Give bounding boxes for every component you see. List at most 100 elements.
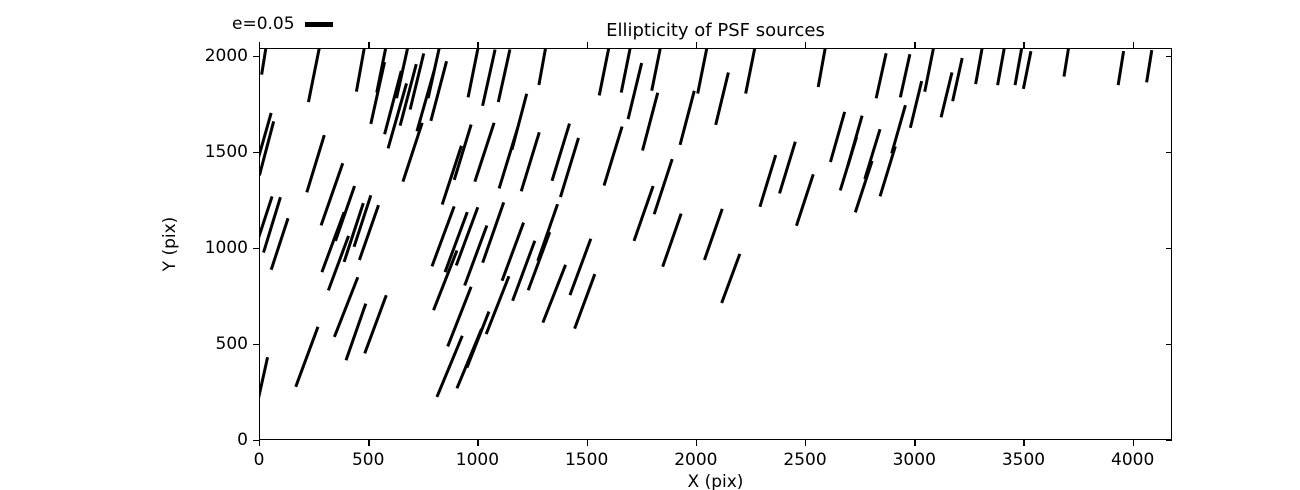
x-tick-mark-top (368, 42, 370, 48)
x-tick-label: 500 (351, 450, 385, 470)
plot-area (259, 48, 1172, 440)
psf-ellipticity-stick (573, 273, 597, 330)
y-tick-label: 0 (237, 430, 248, 450)
psf-ellipticity-stick (454, 206, 480, 266)
psf-ellipticity-stick (352, 194, 373, 248)
psf-ellipticity-stick (602, 126, 624, 187)
y-tick-mark-right (1166, 440, 1172, 442)
stick-field (260, 49, 1154, 399)
psf-ellipticity-stick (260, 112, 273, 158)
psf-ellipticity-stick (996, 49, 1006, 86)
psf-ellipticity-stick (269, 217, 290, 271)
psf-ellipticity-stick (429, 60, 449, 122)
psf-ellipticity-stick (500, 222, 525, 282)
psf-ellipticity-stick (426, 49, 441, 99)
psf-ellipticity-stick (650, 49, 662, 91)
psf-ellipticity-stick (319, 162, 345, 226)
psf-ellipticity-stick (440, 145, 463, 206)
y-tick-label: 1000 (204, 237, 248, 258)
legend-entry-label: e=0.05 (232, 13, 295, 34)
psf-ellipticity-stick (260, 196, 274, 239)
x-tick-mark (368, 440, 370, 446)
x-tick-mark-top (914, 42, 916, 48)
psf-ellipticity-stick (878, 145, 897, 197)
psf-ellipticity-stick (597, 49, 611, 96)
x-tick-mark (695, 440, 698, 446)
x-tick-mark-top (259, 42, 261, 48)
psf-ellipticity-stick (714, 72, 730, 126)
x-tick-label: 4000 (1111, 450, 1155, 470)
x-tick-mark (914, 440, 916, 446)
psf-ellipticity-stick (939, 72, 954, 118)
y-tick-label: 500 (215, 333, 248, 354)
x-tick-label: 2500 (783, 450, 827, 470)
psf-ellipticity-stick (632, 185, 655, 242)
psf-ellipticity-stick (1145, 49, 1154, 83)
psf-ellipticity-stick (537, 49, 547, 86)
psf-ellipticity-stick (951, 57, 964, 102)
psf-ellipticity-stick (661, 213, 683, 268)
psf-ellipticity-stick (550, 123, 571, 182)
psf-ellipticity-stick (1013, 49, 1024, 86)
psf-ellipticity-stick (465, 311, 491, 369)
psf-ellipticity-stick (463, 224, 489, 286)
psf-ellipticity-stick (386, 83, 408, 149)
psf-ellipticity-stick (484, 275, 511, 335)
psf-ellipticity-stick (326, 235, 350, 291)
psf-ellipticity-stick (1116, 50, 1126, 86)
y-tick-label: 1500 (204, 141, 248, 162)
psf-ellipticity-stick (357, 204, 380, 261)
y-tick-mark (253, 440, 259, 442)
x-tick-mark-top (805, 42, 807, 48)
page-title: Ellipticity of PSF sources (606, 20, 825, 41)
y-tick-mark-right (1166, 151, 1172, 154)
x-tick-label: 1000 (455, 450, 500, 470)
psf-ellipticity-stick (559, 137, 580, 198)
psf-ellipticity-stick (863, 128, 882, 180)
psf-ellipticity-stick (262, 196, 282, 254)
psf-ellipticity-stick (401, 122, 424, 183)
psf-ellipticity-stick (778, 141, 797, 194)
psf-ellipticity-stick (432, 249, 459, 311)
psf-ellipticity-stick (795, 173, 815, 227)
psf-ellipticity-stick (435, 335, 464, 398)
y-tick-mark (253, 247, 259, 250)
psf-ellipticity-stick (816, 49, 827, 88)
psf-ellipticity-stick (408, 53, 426, 110)
psf-ellipticity-stick (332, 276, 360, 338)
x-tick-mark (259, 440, 261, 446)
psf-ellipticity-stick (375, 49, 388, 93)
psf-ellipticity-stick (874, 52, 888, 99)
x-tick-mark-top (1023, 42, 1025, 48)
psf-ellipticity-stick (260, 356, 270, 399)
x-tick-mark-top (695, 42, 698, 48)
psf-ellipticity-stick (473, 122, 496, 183)
psf-ellipticity-stick (1021, 50, 1033, 90)
psf-ellipticity-stick (354, 49, 366, 92)
x-tick-label: 1500 (564, 450, 609, 470)
psf-ellipticity-stick (481, 201, 506, 264)
y-tick-mark (253, 151, 259, 154)
x-tick-mark (586, 440, 589, 446)
psf-ellipticity-stick (828, 111, 847, 163)
x-tick-mark-top (1132, 42, 1135, 48)
psf-ellipticity-stick (846, 115, 864, 167)
x-tick-mark (1132, 440, 1135, 446)
psf-ellipticity-stick (541, 264, 567, 324)
psf-ellipticity-stick (260, 49, 268, 75)
y-tick-label: 2000 (204, 45, 248, 66)
psf-ellipticity-stick (446, 286, 473, 348)
y-axis-label: Y (pix) (160, 216, 180, 272)
psf-ellipticity-stick (619, 49, 632, 93)
psf-ellipticity-stick (452, 124, 473, 181)
x-tick-label: 0 (253, 450, 265, 470)
psf-ellipticity-stick (898, 53, 912, 98)
psf-ellipticity-stick (363, 294, 388, 354)
psf-ellipticity-stick (430, 205, 456, 267)
psf-ellipticity-stick (890, 104, 907, 154)
x-tick-mark (805, 440, 807, 446)
psf-ellipticity-stick (758, 154, 778, 208)
psf-ellipticity-stick (626, 62, 644, 120)
y-tick-mark-right (1166, 247, 1172, 250)
